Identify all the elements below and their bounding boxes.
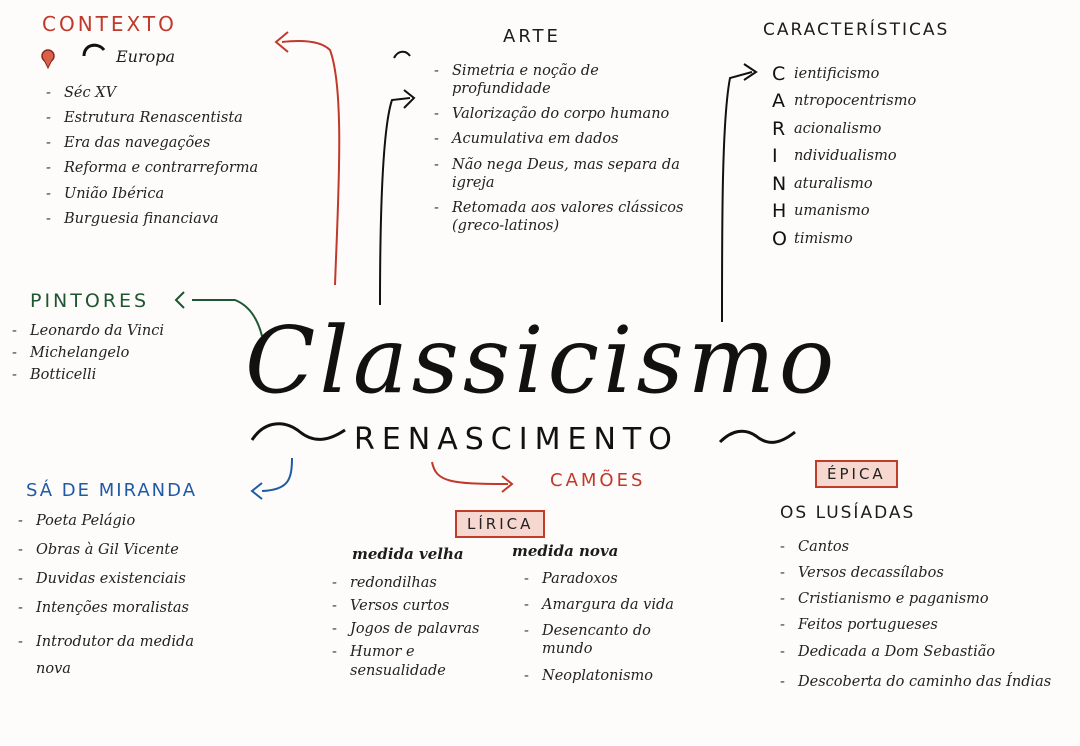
acrostic-word: ntropocentrismo [794, 93, 917, 110]
tilde-right [718, 429, 796, 444]
acrostic-word: acionalismo [794, 120, 882, 137]
pintores-heading: PINTORES [30, 290, 150, 312]
caracteristicas-heading: CARACTERÍSTICAS [763, 20, 950, 40]
epica-tag: ÉPICA [815, 460, 898, 488]
list-item: Intenções moralistas [14, 599, 206, 617]
pin-tip [43, 59, 53, 70]
acrostic-letter: A [772, 90, 785, 113]
acrostic-letter: H [772, 200, 787, 223]
pintores-connector [192, 299, 263, 337]
caracteristicas-connector [721, 71, 753, 323]
list-item: Obras à Gil Vicente [14, 541, 206, 559]
list-item: Feitos portugueses [776, 616, 1058, 634]
list-item: Séc XV [42, 84, 258, 102]
list-item: Paradoxos [520, 570, 682, 588]
camoes-arrowhead [501, 475, 514, 493]
list-item: Neoplatonismo [520, 667, 682, 685]
list-item: Humor e sensualidade [328, 643, 500, 679]
acrostic-word: timismo [794, 230, 853, 247]
acrostic-word: ndividualismo [794, 148, 897, 165]
list-item: Acumulativa em dados [430, 130, 700, 148]
lusiadas-heading: OS LUSÍADAS [780, 503, 916, 523]
medida-nova-heading: medida nova [512, 542, 619, 560]
list-item: União Ibérica [42, 185, 258, 203]
list-item: Cantos [776, 538, 1058, 556]
list-item: Amargura da vida [520, 596, 682, 614]
arte-connector [379, 97, 411, 306]
contexto-list: Séc XV Estrutura Renascentista Era das n… [42, 84, 258, 235]
acrostic-word: umanismo [794, 203, 870, 220]
list-item: Estrutura Renascentista [42, 109, 258, 127]
arte-list: Simetria e noção de profundidade Valoriz… [430, 62, 700, 242]
medida-velha-heading: medida velha [352, 545, 464, 563]
list-item: Poeta Pelágio [14, 512, 206, 530]
list-item: Duvidas existenciais [14, 570, 206, 588]
list-item: Introdutor da medida nova [14, 629, 206, 684]
lirica-tag: LÍRICA [455, 510, 546, 538]
list-item: Versos decassílabos [776, 564, 1058, 582]
list-item: Não nega Deus, mas separa da igreja [430, 156, 700, 192]
acrostic-letter: C [772, 62, 786, 85]
list-item: Dedicada a Dom Sebastião [776, 643, 1058, 661]
acrostic-letter: R [772, 117, 786, 140]
tilde-left [250, 422, 346, 441]
arte-cap-icon [393, 50, 411, 59]
miranda-heading: SÁ DE MIRANDA [26, 480, 198, 501]
list-item: Descoberta do caminho das Índias [776, 669, 1058, 697]
miranda-list: Poeta Pelágio Obras à Gil Vicente Duvida… [14, 512, 206, 691]
miranda-connector [261, 457, 293, 492]
acrostic-letter: N [772, 172, 787, 195]
list-item: Era das navegações [42, 134, 258, 152]
list-item: Cristianismo e paganismo [776, 590, 1058, 608]
medida-nova-list: Paradoxos Amargura da vida Desencanto do… [520, 570, 682, 692]
acrostic-letter: O [772, 227, 787, 250]
acrostic-letter: I [772, 145, 778, 168]
lusiadas-list: Cantos Versos decassílabos Cristianismo … [776, 538, 1058, 703]
contexto-heading: CONTEXTO [42, 12, 177, 36]
cap-icon [82, 43, 106, 57]
list-item: Michelangelo [8, 344, 164, 362]
miranda-arrowhead [250, 482, 263, 500]
list-item: redondilhas [328, 574, 500, 592]
list-item: Burguesia financiava [42, 210, 258, 228]
list-item: Botticelli [8, 366, 164, 384]
arte-heading: ARTE [503, 26, 561, 47]
caracteristicas-arrowhead [743, 63, 758, 81]
pintores-list: Leonardo da Vinci Michelangelo Botticell… [8, 322, 164, 391]
list-item: Desencanto do mundo [520, 622, 682, 658]
acrostic-word: aturalismo [794, 175, 873, 192]
contexto-connector [281, 40, 341, 286]
list-item: Leonardo da Vinci [8, 322, 164, 340]
medida-velha-list: redondilhas Versos curtos Jogos de palav… [328, 574, 500, 687]
contexto-arrowhead [274, 31, 289, 53]
acrostic-word: ientificismo [794, 65, 880, 82]
list-item: Versos curtos [328, 597, 500, 615]
camoes-heading: CAMÕES [550, 470, 646, 491]
arte-arrowhead [403, 89, 416, 109]
list-item: Jogos de palavras [328, 620, 500, 638]
list-item: Valorização do corpo humano [430, 105, 700, 123]
page-subtitle: RENASCIMENTO [354, 422, 679, 457]
list-item: Simetria e noção de profundidade [430, 62, 700, 98]
contexto-location: Europa [116, 47, 176, 66]
pintores-arrowhead [174, 291, 185, 309]
page-title: Classicismo [245, 307, 839, 414]
list-item: Retomada aos valores clássicos (greco-la… [430, 199, 700, 235]
camoes-connector [431, 461, 509, 485]
list-item: Reforma e contrarreforma [42, 159, 258, 177]
